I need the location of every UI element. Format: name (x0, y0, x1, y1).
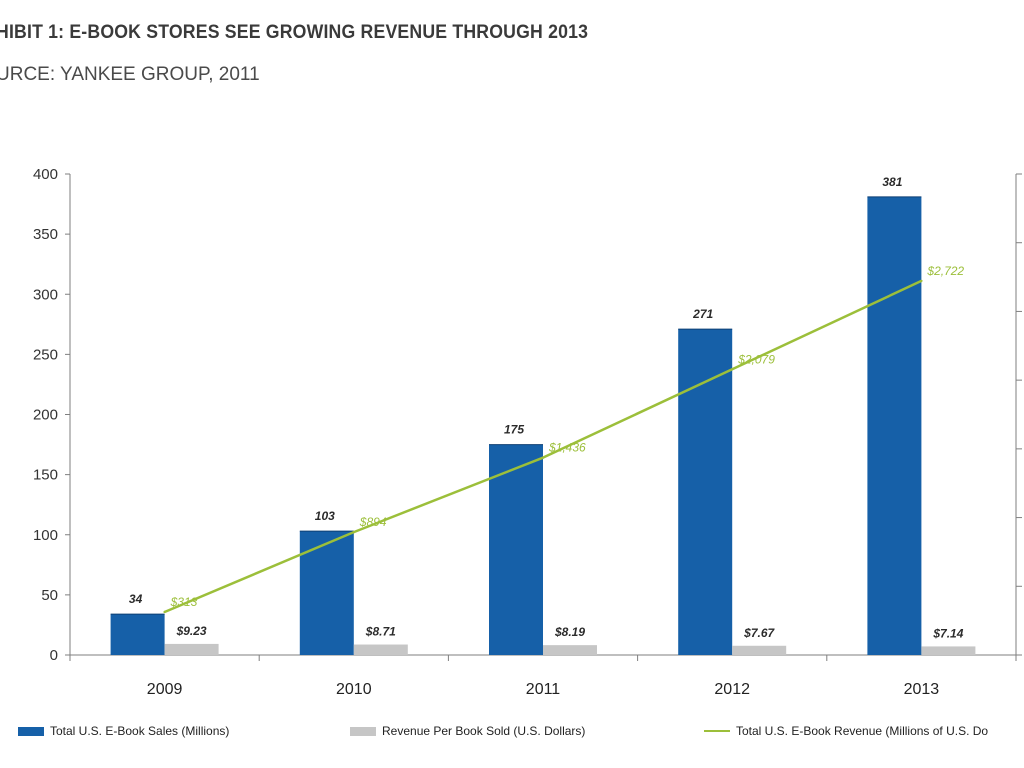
legend-item-sales: Total U.S. E-Book Sales (Millions) (18, 724, 229, 738)
x-tick-label: 2011 (526, 681, 561, 698)
line-label-revenue: $2,722 (926, 264, 964, 278)
legend-label-price: Revenue Per Book Sold (U.S. Dollars) (382, 724, 586, 738)
line-point-revenue (920, 279, 923, 283)
bar-sales-label: 175 (504, 423, 524, 437)
y-tick-label: 400 (33, 166, 58, 183)
bar-sales (299, 531, 354, 655)
line-label-revenue: $2,079 (737, 352, 775, 366)
line-label-revenue: $313 (170, 595, 198, 609)
x-tick-label: 2013 (904, 681, 940, 698)
line-point-revenue (731, 368, 734, 371)
y-tick-label: 200 (33, 407, 58, 424)
legend-label-revenue: Total U.S. E-Book Revenue (Millions of U… (736, 724, 989, 738)
bar-price-label: $7.67 (743, 626, 775, 640)
legend-swatch-sales (18, 726, 44, 736)
bar-price (921, 646, 976, 655)
bar-price (353, 644, 408, 655)
bar-sales-label: 381 (882, 175, 902, 189)
y-tick-label: 300 (33, 286, 58, 303)
line-label-revenue: $894 (359, 515, 387, 529)
x-tick-label: 2010 (336, 681, 372, 698)
chart-subtitle: URCE: YANKEE GROUP, 2011 (0, 64, 260, 85)
bar-price-label: $8.19 (554, 625, 585, 639)
bar-sales (110, 614, 165, 655)
bar-sales-label: 34 (129, 592, 143, 606)
bar-sales-label: 271 (692, 307, 713, 321)
bar-price-label: $7.14 (932, 626, 963, 640)
line-point-revenue (541, 456, 545, 459)
legend-swatch-price (350, 726, 376, 736)
y-tick-label: 350 (33, 226, 58, 243)
bar-sales-label: 103 (315, 509, 335, 523)
bar-price-label: $8.71 (365, 625, 396, 639)
x-tick-label: 2012 (714, 681, 750, 698)
bar-sales (867, 196, 922, 655)
bar-sales (489, 444, 543, 655)
chart-title: HIBIT 1: E-BOOK STORES SEE GROWING REVEN… (0, 22, 589, 43)
line-point-revenue (163, 610, 166, 614)
chart-legend: Total U.S. E-Book Sales (Millions) Reven… (0, 724, 1024, 744)
bar-price (164, 643, 219, 655)
y-tick-label: 100 (33, 527, 58, 544)
x-tick-label: 2009 (147, 681, 183, 698)
bar-price (543, 645, 597, 655)
bar-price (732, 645, 787, 655)
y-tick-label: 50 (41, 587, 58, 604)
legend-item-price: Revenue Per Book Sold (U.S. Dollars) (350, 724, 585, 738)
y-tick-label: 0 (50, 647, 58, 664)
y-tick-label: 150 (33, 467, 58, 484)
y-tick-label: 250 (33, 346, 58, 363)
legend-swatch-revenue (704, 730, 730, 732)
legend-label-sales: Total U.S. E-Book Sales (Millions) (50, 724, 230, 738)
legend-item-revenue: Total U.S. E-Book Revenue (Millions of U… (704, 724, 988, 738)
bar-price-label: $9.23 (176, 624, 207, 638)
bar-sales (678, 329, 733, 655)
line-label-revenue: $1,436 (548, 441, 586, 455)
line-point-revenue (352, 530, 355, 534)
